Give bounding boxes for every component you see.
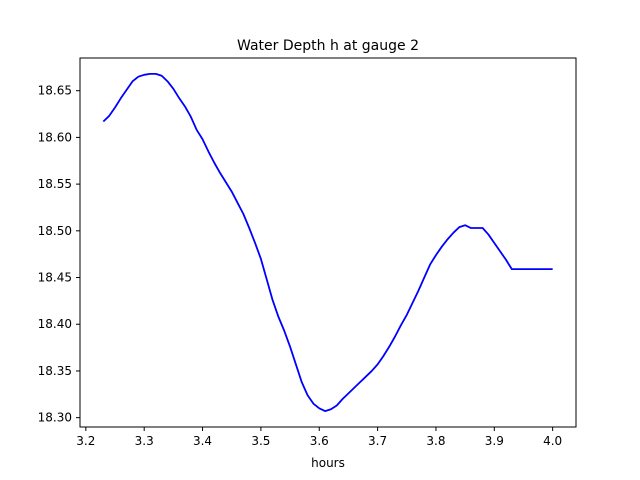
y-tick-label: 18.30 — [38, 411, 72, 425]
chart-title: Water Depth h at gauge 2 — [237, 38, 419, 54]
y-tick-label: 18.50 — [38, 224, 72, 238]
y-tick-label: 18.40 — [38, 317, 72, 331]
y-axis: 18.30 18.35 18.40 18.45 18.50 18.55 18.60 18.65 — [38, 84, 80, 425]
y-tick-label: 18.60 — [38, 130, 72, 144]
x-tick-label: 3.9 — [485, 434, 504, 448]
x-axis: 3.2 3.3 3.4 3.5 3.6 3.7 3.8 3.9 4.0 — [76, 427, 562, 448]
series-line-0 — [102, 72, 553, 413]
x-tick-label: 3.6 — [310, 434, 329, 448]
x-tick-label: 4.0 — [543, 434, 562, 448]
plot-area — [102, 72, 553, 413]
y-tick-label: 18.55 — [38, 177, 72, 191]
x-tick-label: 3.5 — [251, 434, 270, 448]
x-tick-label: 3.7 — [368, 434, 387, 448]
x-tick-label: 3.2 — [76, 434, 95, 448]
y-tick-label: 18.45 — [38, 271, 72, 285]
x-axis-label: hours — [311, 456, 345, 470]
x-tick-label: 3.3 — [135, 434, 154, 448]
x-tick-label: 3.8 — [426, 434, 445, 448]
x-tick-label: 3.4 — [193, 434, 212, 448]
axes-frame — [79, 57, 577, 428]
y-tick-label: 18.35 — [38, 364, 72, 378]
y-tick-label: 18.65 — [38, 84, 72, 98]
